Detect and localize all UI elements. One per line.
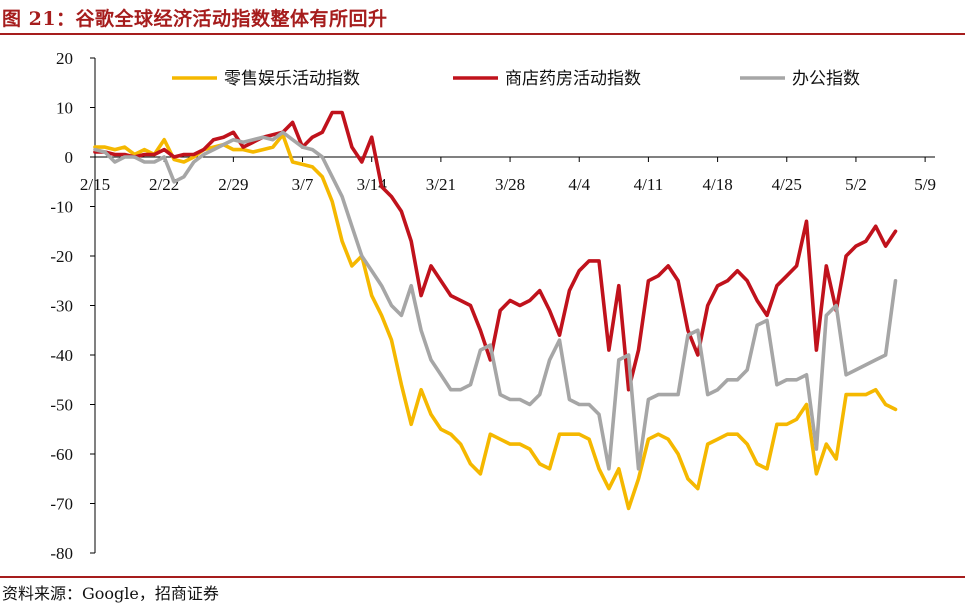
x-tick-label: 2/22 [149, 175, 179, 194]
axes-layer: 20 10 0 -10 -20 -30 -40 -50 -60 -70 -80 2/15 2/22 2/2… [50, 49, 936, 563]
source-divider [0, 576, 965, 578]
y-tick-label: -40 [50, 346, 73, 365]
y-tick-label: 20 [56, 49, 73, 68]
x-tick-label: 3/7 [292, 175, 314, 194]
legend: 零售娱乐活动指数 商店药房活动指数 办公指数 [172, 69, 860, 89]
series-line-3 [93, 130, 898, 471]
chart-title: 图 21：谷歌全球经济活动指数整体有所回升 [2, 8, 388, 30]
y-tick-label: -70 [50, 495, 73, 514]
source-note: 资料来源：Google，招商证券 [2, 584, 219, 603]
legend-label: 办公指数 [792, 69, 860, 89]
title-divider [0, 33, 965, 35]
y-tick-label: -60 [50, 445, 73, 464]
y-tick-label: -50 [50, 396, 73, 415]
legend-label: 商店药房活动指数 [505, 69, 641, 89]
x-tick-label: 4/4 [568, 175, 590, 194]
x-tick-label: 4/11 [634, 175, 664, 194]
series-line-1 [93, 132, 898, 511]
y-tick-label: 0 [65, 148, 74, 167]
x-tick-label: 2/15 [80, 175, 110, 194]
line-chart: 20 10 0 -10 -20 -30 -40 -50 -60 -70 -80 2/15 2/22 2/2… [50, 49, 936, 563]
legend-label: 零售娱乐活动指数 [224, 69, 360, 89]
x-tick-label: 4/18 [702, 175, 732, 194]
title-bar: 图 21：谷歌全球经济活动指数整体有所回升 [0, 0, 965, 34]
x-tick-label: 2/29 [218, 175, 248, 194]
y-tick-label: -80 [50, 544, 73, 563]
y-tick-label: 10 [56, 99, 73, 118]
y-tick-label: -20 [50, 247, 73, 266]
x-tick-label: 5/9 [914, 175, 936, 194]
series-layer [93, 110, 898, 511]
x-tick-label: 4/25 [772, 175, 802, 194]
series-line-2 [93, 110, 898, 392]
y-tick-label: -30 [50, 297, 73, 316]
x-tick-label: 3/28 [495, 175, 525, 194]
x-tick-label: 3/21 [426, 175, 456, 194]
x-tick-label: 5/2 [845, 175, 867, 194]
y-tick-label: -10 [50, 198, 73, 217]
